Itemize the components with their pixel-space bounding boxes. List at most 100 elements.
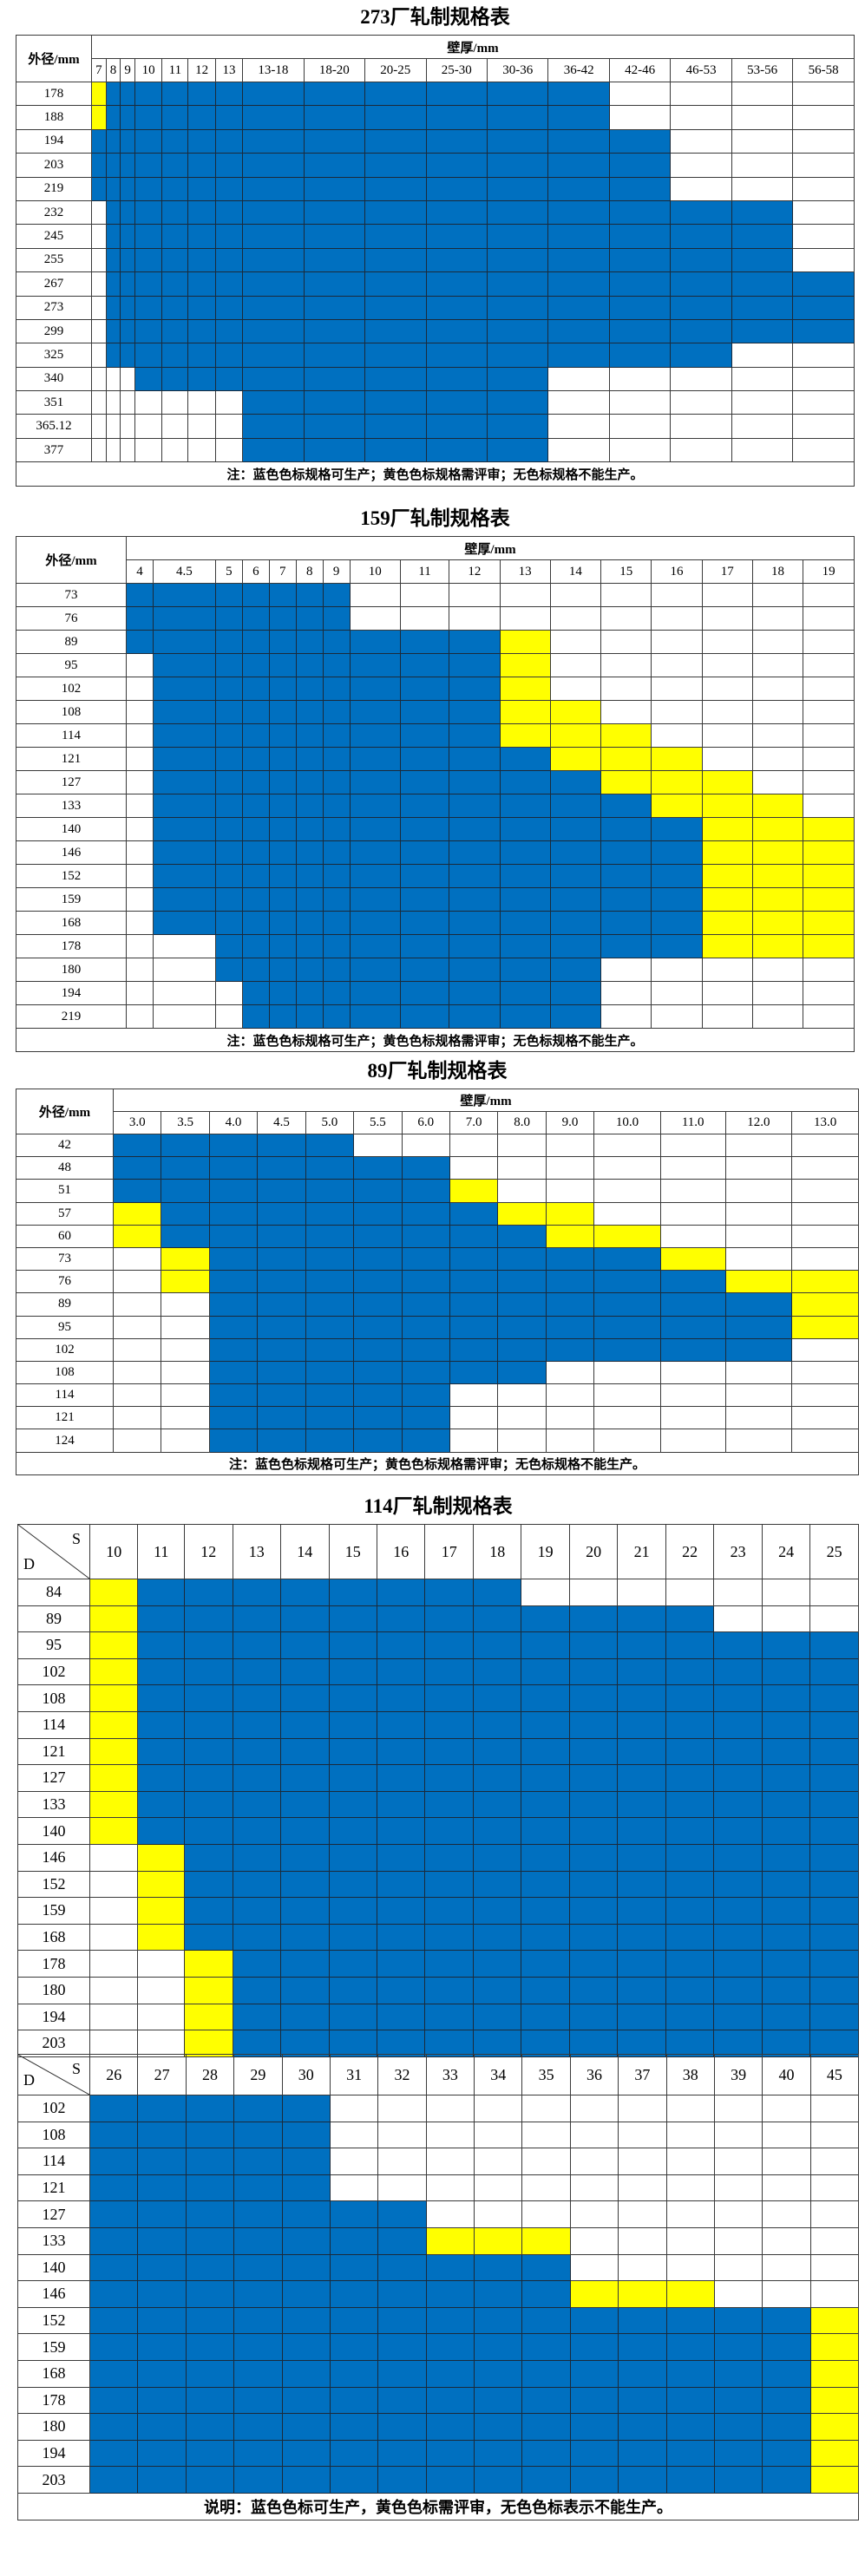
cell-not-producible: [126, 794, 154, 818]
cell-producible: [152, 747, 216, 771]
cell-needs-review: [497, 1201, 547, 1226]
cell-producible: [424, 1897, 474, 1925]
cell-producible: [120, 271, 135, 297]
cell-producible: [208, 1201, 259, 1226]
cell-producible: [208, 1337, 259, 1362]
cell-producible: [208, 1246, 259, 1272]
cell-producible: [377, 2466, 427, 2494]
cell-producible: [593, 1337, 661, 1362]
column-header: 35: [521, 2054, 571, 2095]
cell-producible: [295, 864, 324, 888]
cell-producible: [214, 176, 244, 201]
cell-producible: [377, 2306, 427, 2335]
cell-producible: [232, 1579, 282, 1606]
cell-producible: [399, 723, 450, 748]
cell-producible: [617, 2030, 666, 2057]
cell-producible: [713, 1897, 763, 1925]
cell-producible: [161, 247, 189, 273]
column-header: 20-25: [364, 58, 427, 82]
cell-producible: [241, 700, 270, 724]
od-value: 351: [16, 390, 92, 415]
cell-needs-review: [545, 1201, 595, 1226]
cell-producible: [593, 1246, 661, 1272]
cell-producible: [600, 864, 652, 888]
cell-producible: [670, 199, 732, 226]
cell-producible: [665, 1684, 715, 1712]
cell-producible: [449, 1004, 501, 1029]
cell-producible: [134, 295, 163, 320]
cell-producible: [499, 747, 551, 771]
od-value: 102: [17, 2095, 90, 2122]
cell-producible: [617, 1897, 666, 1925]
cell-not-producible: [425, 2095, 475, 2122]
cell-producible: [424, 1710, 474, 1739]
cell-producible: [472, 1976, 522, 2004]
table-row: 76: [16, 606, 855, 631]
table-row: 219: [16, 176, 855, 201]
cell-not-producible: [618, 2200, 667, 2228]
cell-producible: [268, 934, 297, 958]
cell-not-producible: [91, 295, 107, 320]
cell-needs-review: [161, 1246, 210, 1272]
cell-producible: [161, 343, 189, 368]
cell-needs-review: [809, 2439, 860, 2468]
cell-producible: [152, 770, 216, 794]
cell-producible: [268, 700, 297, 724]
cell-not-producible: [545, 1156, 595, 1180]
cell-producible: [232, 1923, 282, 1952]
cell-producible: [761, 2003, 811, 2031]
cell-producible: [349, 700, 401, 724]
cell-producible: [499, 817, 551, 841]
cell-not-producible: [126, 864, 154, 888]
cell-not-producible: [608, 105, 672, 130]
cell-not-producible: [91, 390, 107, 415]
cell-needs-review: [499, 677, 551, 701]
column-header: 20: [568, 1524, 619, 1579]
cell-producible: [486, 437, 549, 463]
cell-producible: [665, 2466, 715, 2494]
cell-not-producible: [665, 2253, 715, 2282]
cell-producible: [549, 887, 602, 912]
od-value: 180: [17, 1976, 90, 2004]
cell-producible: [665, 2030, 715, 2057]
cell-producible: [497, 1224, 547, 1248]
cell-producible: [88, 2148, 139, 2175]
cell-producible: [364, 105, 427, 130]
cell-producible: [187, 105, 216, 130]
table-row: 124: [16, 1429, 859, 1453]
cell-producible: [242, 199, 305, 226]
cell-not-producible: [497, 1179, 547, 1203]
cell-needs-review: [521, 2226, 571, 2255]
cell-producible: [233, 2121, 283, 2149]
od-value: 42: [16, 1133, 114, 1158]
cell-not-producible: [600, 981, 652, 1005]
wt-header: 壁厚/mm: [91, 35, 855, 59]
cell-not-producible: [792, 153, 855, 178]
od-value: 340: [16, 366, 92, 392]
cell-producible: [161, 224, 189, 249]
cell-producible: [214, 840, 243, 865]
cell-producible: [241, 770, 270, 794]
cell-producible: [232, 1790, 282, 1819]
cell-producible: [120, 105, 135, 130]
cell-producible: [670, 224, 732, 249]
cell-producible: [425, 271, 488, 297]
cell-not-producible: [399, 606, 450, 631]
cell-producible: [185, 2226, 235, 2255]
header-row-1: 外径/mm 壁厚/mm: [16, 536, 855, 584]
cell-producible: [105, 105, 121, 130]
cell-not-producible: [670, 128, 732, 154]
cell-producible: [105, 247, 121, 273]
cell-producible: [472, 1657, 522, 1686]
cell-needs-review: [701, 864, 753, 888]
cell-producible: [233, 2386, 283, 2415]
cell-needs-review: [701, 911, 753, 935]
cell-not-producible: [88, 1976, 139, 2004]
cell-producible: [233, 2333, 283, 2361]
cell-producible: [472, 1950, 522, 1978]
cell-not-producible: [521, 2200, 571, 2228]
column-header: 45: [809, 2054, 860, 2095]
cell-producible: [724, 1315, 793, 1339]
cell-producible: [161, 1224, 210, 1248]
